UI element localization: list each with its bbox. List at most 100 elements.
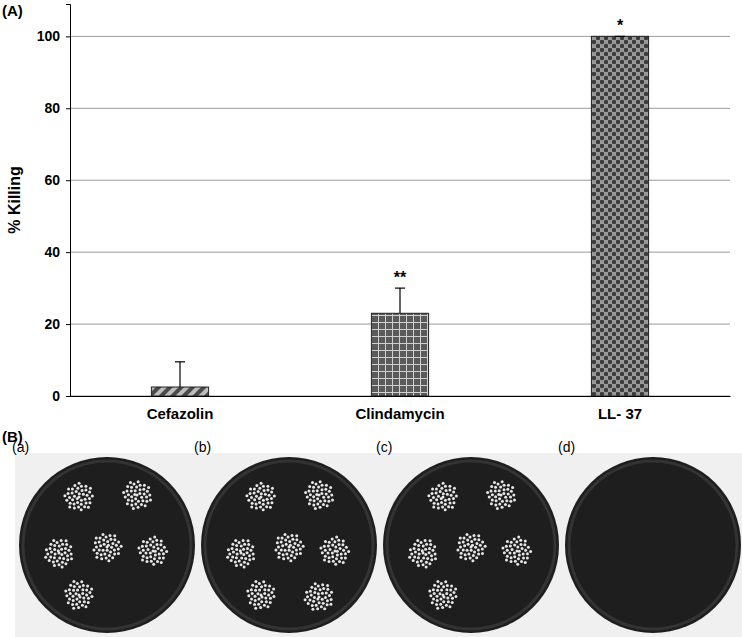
colony [321, 551, 324, 554]
colony [263, 489, 266, 492]
error-bar-cap [175, 361, 185, 362]
colony [144, 504, 147, 507]
colony [277, 537, 280, 540]
colony [342, 539, 345, 542]
colony [75, 490, 78, 493]
colony [254, 589, 257, 592]
colony [449, 593, 452, 596]
plot-area [151, 36, 648, 396]
colony [96, 552, 99, 555]
colony [322, 587, 325, 590]
colony [67, 601, 70, 604]
colony [256, 592, 259, 595]
colony [107, 559, 110, 562]
colony [426, 557, 429, 560]
colony [451, 506, 454, 509]
colony [68, 505, 71, 508]
colony [246, 551, 249, 554]
colony [328, 556, 331, 559]
colony [508, 504, 511, 507]
colony [142, 549, 145, 552]
colony [270, 591, 273, 594]
colony [109, 534, 112, 537]
error-bar-stem [179, 362, 180, 387]
colony [154, 553, 157, 556]
colony [148, 494, 151, 497]
colony [122, 491, 125, 494]
colony [45, 548, 48, 551]
colony [280, 548, 283, 551]
y-tick-mark [66, 108, 70, 109]
colony [445, 489, 448, 492]
colony [78, 600, 81, 603]
colony [240, 557, 243, 560]
colony [433, 502, 436, 505]
colony [149, 551, 152, 554]
colony [249, 601, 252, 604]
colony [446, 493, 449, 496]
colony [53, 564, 56, 567]
colony [263, 588, 266, 591]
colony [466, 539, 469, 542]
error-bar [175, 362, 185, 387]
colony [447, 505, 450, 508]
colony [471, 544, 474, 547]
colony [149, 498, 152, 501]
colony [330, 598, 333, 601]
colony [91, 494, 94, 497]
colony [79, 596, 82, 599]
colony [501, 506, 504, 509]
colony [76, 589, 79, 592]
colony [250, 505, 253, 508]
dish-sheen [387, 461, 555, 629]
colony [257, 603, 260, 606]
colony [67, 549, 70, 552]
colony [458, 541, 461, 544]
colony [470, 549, 473, 552]
colony [324, 488, 327, 491]
colony [481, 552, 484, 555]
grid [70, 36, 730, 396]
colony [267, 501, 270, 504]
colony [493, 481, 496, 484]
colony [63, 494, 66, 497]
colony [69, 545, 72, 548]
colony [231, 555, 234, 558]
colony [271, 487, 274, 490]
colony [130, 486, 133, 489]
colony [481, 547, 484, 550]
dish-sheen [23, 461, 191, 629]
colony [338, 560, 341, 563]
colony [74, 592, 77, 595]
colony [433, 592, 436, 595]
colony [326, 603, 329, 606]
colony [505, 499, 508, 502]
colony [345, 546, 348, 549]
y-tick: 100 [37, 28, 70, 44]
colony [92, 548, 95, 551]
colony [151, 540, 154, 543]
colony [454, 587, 457, 590]
colony [240, 545, 243, 548]
colony [293, 556, 296, 559]
colony [235, 548, 238, 551]
x-tick-label: Cefazolin [147, 405, 214, 422]
colony [83, 600, 86, 603]
colony [410, 553, 413, 556]
colony [325, 493, 328, 496]
colony [251, 592, 254, 595]
colony [83, 505, 86, 508]
colony [254, 580, 257, 583]
y-tick: 60 [44, 172, 70, 188]
colony [281, 537, 284, 540]
colony [255, 484, 258, 487]
colony [439, 490, 442, 493]
colony [323, 607, 326, 610]
colony [140, 496, 143, 499]
colony [319, 500, 322, 503]
colony [78, 585, 81, 588]
colony [138, 492, 141, 495]
colony [69, 502, 72, 505]
colony [529, 550, 532, 553]
colony [316, 497, 319, 500]
